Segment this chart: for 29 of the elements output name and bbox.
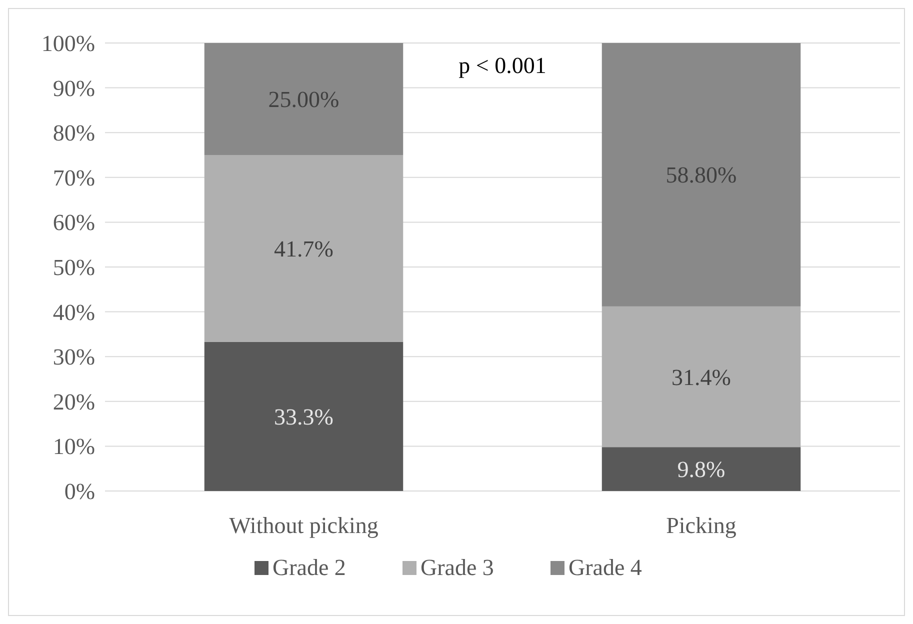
bar <box>602 306 801 448</box>
y-tick-label: 20% <box>52 389 95 414</box>
y-tick-label: 40% <box>52 300 95 325</box>
bar <box>602 447 801 491</box>
y-tick-label: 50% <box>52 255 95 280</box>
x-tick-label: Picking <box>666 513 737 538</box>
data-label: 25.00% <box>268 87 340 112</box>
bar <box>204 342 404 491</box>
data-label: 41.7% <box>274 236 334 262</box>
y-tick-label: 90% <box>52 76 95 101</box>
legend-label: Grade 4 <box>568 555 642 580</box>
x-tick-label: Without picking <box>229 513 379 538</box>
bar <box>204 43 404 155</box>
y-tick-label: 0% <box>64 479 95 504</box>
bar <box>204 155 404 342</box>
y-tick-label: 10% <box>52 434 95 460</box>
data-label: 33.3% <box>274 404 334 430</box>
y-tick-label: 60% <box>52 210 95 236</box>
y-tick-label: 80% <box>52 120 95 146</box>
y-tick-label: 70% <box>52 165 95 190</box>
data-label: 9.8% <box>677 457 726 482</box>
data-label: 58.80% <box>666 162 737 188</box>
legend-label: Grade 2 <box>272 555 346 580</box>
annotation: p < 0.001 <box>458 53 546 78</box>
y-tick-label: 30% <box>52 344 95 370</box>
y-tick-label: 100% <box>41 31 95 56</box>
legend-label: Grade 3 <box>420 555 494 580</box>
data-label: 31.4% <box>672 364 731 390</box>
bar <box>602 43 801 306</box>
